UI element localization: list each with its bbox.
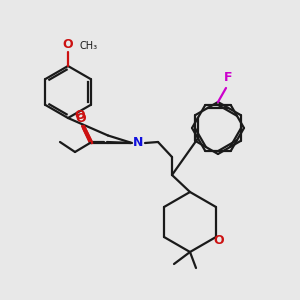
Text: O: O	[214, 233, 224, 247]
Text: CH₃: CH₃	[79, 41, 97, 51]
Text: O: O	[75, 109, 85, 122]
Text: N: N	[133, 136, 143, 149]
Text: O: O	[63, 38, 73, 51]
Text: O: O	[76, 112, 86, 125]
Text: F: F	[224, 71, 232, 84]
